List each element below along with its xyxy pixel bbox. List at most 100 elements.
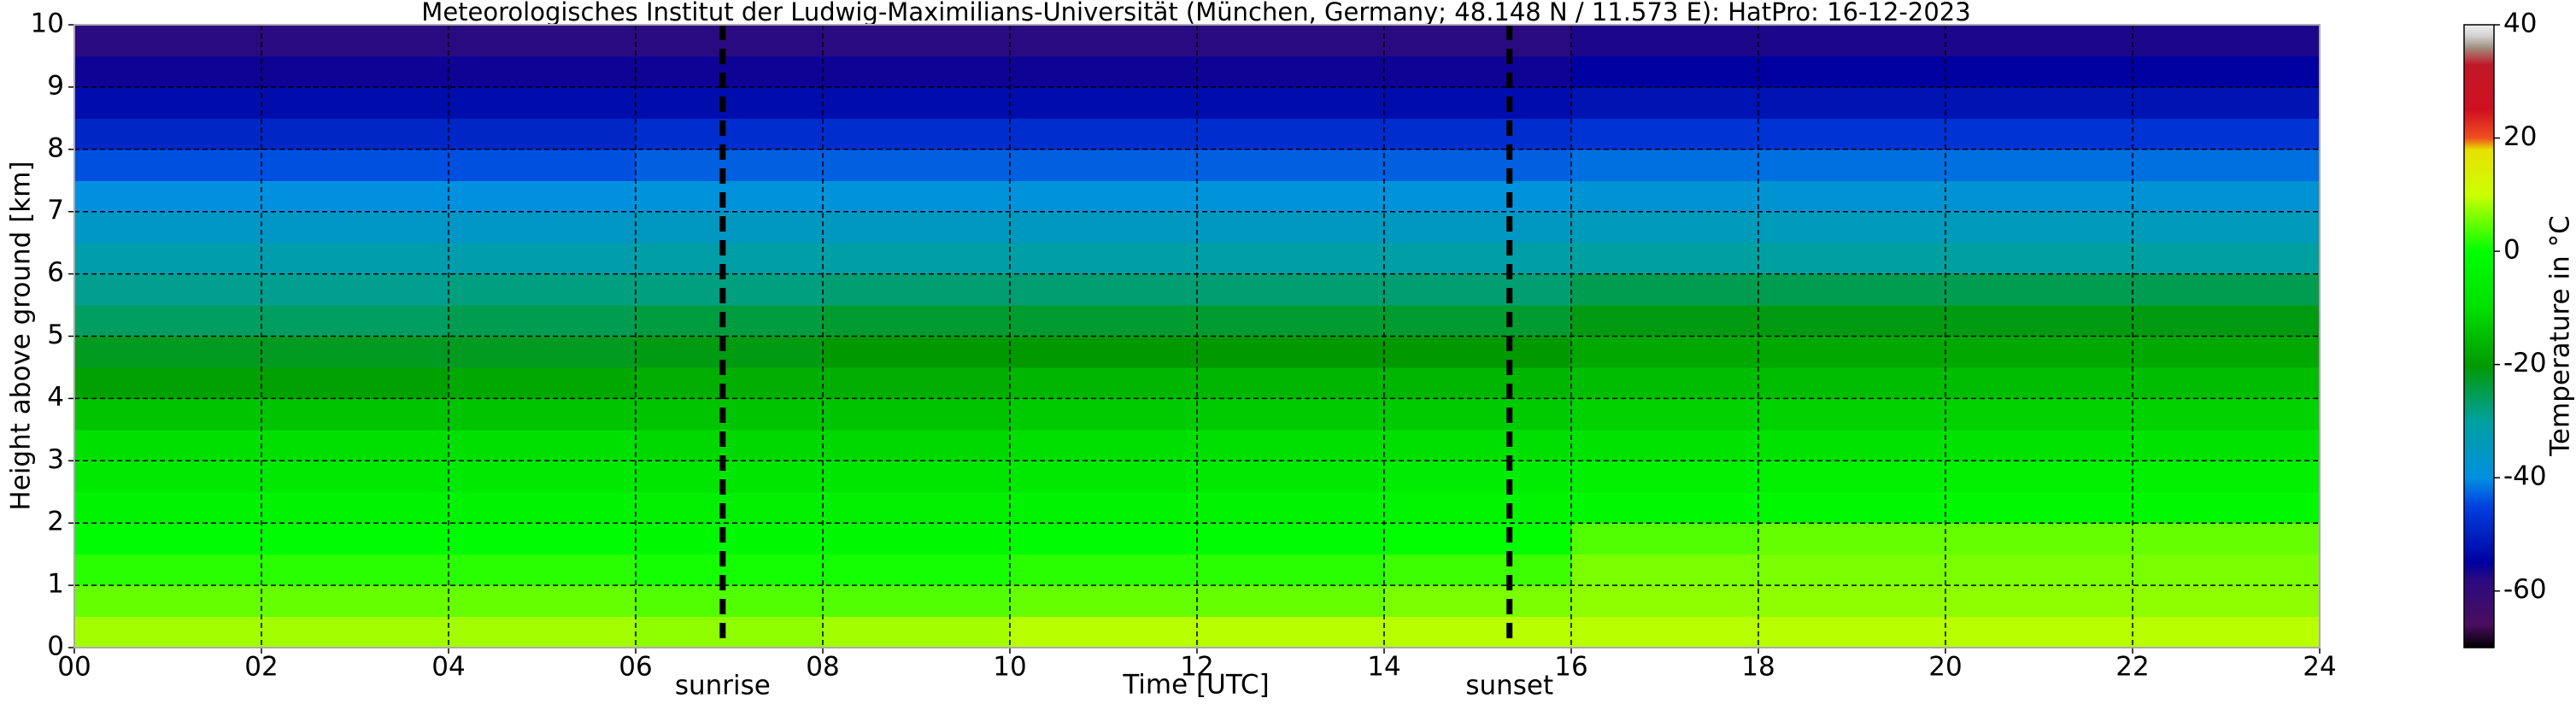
heatmap-cell: [261, 429, 449, 461]
heatmap-cell: [1010, 523, 1198, 555]
heatmap-cell: [261, 585, 449, 618]
heatmap-cell: [1945, 523, 2133, 555]
plot-frame: [73, 24, 2321, 648]
heatmap-cell: [1945, 367, 2133, 399]
heatmap-cell: [2133, 554, 2321, 586]
heatmap-cell: [449, 523, 637, 555]
heatmap-cell: [1197, 491, 1385, 524]
heatmap-cell: [74, 305, 262, 337]
colorbar-tick-label: 40: [2503, 9, 2537, 39]
heatmap-cell: [1571, 180, 1759, 213]
x-tick-label: 22: [2115, 652, 2149, 683]
heatmap-cell: [1758, 86, 1946, 119]
heatmap-cell: [1384, 585, 1572, 618]
heatmap-cell: [823, 398, 1011, 431]
heatmap-cell: [1384, 149, 1572, 181]
colorbar-segment: [2464, 478, 2494, 507]
heatmap-cell: [2133, 429, 2321, 461]
heatmap-cell: [823, 523, 1011, 555]
heatmap-cell: [1197, 585, 1385, 618]
heatmap-cell: [1010, 56, 1198, 88]
y-tick-label: 9: [47, 70, 64, 101]
heatmap-cell: [1571, 243, 1759, 275]
heatmap-cell: [261, 367, 449, 399]
heatmap-cell: [1945, 429, 2133, 461]
heatmap-cell: [636, 243, 824, 275]
heatmap-cell: [261, 180, 449, 213]
heatmap-cell: [636, 118, 824, 150]
heatmap-cell: [1571, 367, 1759, 399]
heatmap-cell: [1945, 273, 2133, 306]
heatmap-cell: [823, 554, 1011, 586]
heatmap-cell: [261, 56, 449, 88]
y-tick-label: 0: [47, 631, 64, 662]
heatmap-cell: [1197, 523, 1385, 555]
heatmap-cell: [1384, 554, 1572, 586]
heatmap-cell: [2133, 491, 2321, 524]
y-tick-label: 8: [47, 132, 64, 163]
heatmap-cell: [636, 86, 824, 119]
colorbar-segment: [2464, 64, 2494, 110]
heatmap-cell: [1945, 86, 2133, 119]
heatmap-cell: [2133, 461, 2321, 493]
heatmap-cell: [74, 429, 262, 461]
heatmap-cell: [1197, 211, 1385, 243]
colorbar-tick-label: -20: [2503, 348, 2547, 378]
x-tick-label: 12: [1180, 652, 1213, 683]
heatmap-cell: [1571, 336, 1759, 368]
heatmap-cell: [823, 336, 1011, 368]
heatmap-cell: [74, 56, 262, 88]
heatmap-cell: [1571, 616, 1759, 648]
heatmap-cell: [1758, 273, 1946, 306]
heatmap-cell: [636, 336, 824, 368]
x-tick-label: 16: [1554, 652, 1587, 683]
heatmap-cell: [1197, 118, 1385, 150]
heatmap-cell: [1758, 461, 1946, 493]
heatmap-cell: [449, 180, 637, 213]
heatmap-cell: [1571, 554, 1759, 586]
heatmap-cell: [1571, 86, 1759, 119]
event-label: sunset: [1465, 671, 1553, 701]
heatmap-cell: [1384, 243, 1572, 275]
x-tick-label: 14: [1367, 652, 1400, 683]
heatmap-cell: [1197, 273, 1385, 306]
y-tick-label: 7: [47, 195, 64, 226]
heatmap-cell: [1571, 25, 1759, 56]
heatmap-cell: [1945, 491, 2133, 524]
heatmap-cell: [823, 149, 1011, 181]
heatmap-cell: [1197, 25, 1385, 56]
heatmap-cell: [261, 491, 449, 524]
y-axis-label: Height above ground [km]: [6, 161, 37, 510]
x-tick-label: 18: [1741, 652, 1775, 683]
heatmap-cell: [1758, 585, 1946, 618]
heatmap-cell: [1384, 429, 1572, 461]
heatmap-cell: [1571, 56, 1759, 88]
heatmap-cell: [449, 118, 637, 150]
heatmap-cell: [1010, 305, 1198, 337]
heatmap-cell: [1571, 523, 1759, 555]
heatmap-cell: [2133, 336, 2321, 368]
y-tick-label: 4: [47, 382, 64, 413]
event-label: sunrise: [675, 671, 771, 701]
heatmap-cell: [1197, 554, 1385, 586]
heatmap-cell: [1945, 616, 2133, 648]
heatmap-cell: [1010, 491, 1198, 524]
colorbar-segment: [2464, 194, 2494, 252]
heatmap-cell: [636, 211, 824, 243]
heatmap-cell: [2133, 25, 2321, 56]
heatmap-cell: [636, 491, 824, 524]
colorbar-segment: [2464, 47, 2494, 65]
heatmap-cell: [1010, 86, 1198, 119]
heatmap-cell: [1758, 429, 1946, 461]
y-tick-label: 2: [47, 507, 64, 537]
heatmap-cell: [74, 398, 262, 431]
heatmap-cell: [449, 585, 637, 618]
heatmap-cell: [261, 273, 449, 306]
heatmap-cell: [1384, 461, 1572, 493]
x-tick-label: 08: [806, 652, 839, 683]
heatmap-cell: [1010, 118, 1198, 150]
x-tick-label: 24: [2303, 652, 2336, 683]
heatmap-cell: [449, 336, 637, 368]
heatmap-cell: [74, 25, 262, 56]
heatmap-cell: [2133, 305, 2321, 337]
